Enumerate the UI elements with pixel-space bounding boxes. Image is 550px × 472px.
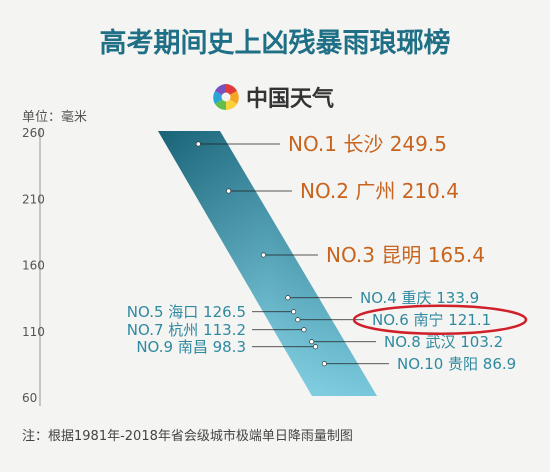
y-tick-label: 160 [22, 259, 45, 273]
data-point [291, 309, 297, 315]
data-label: NO.4 重庆 133.9 [360, 289, 479, 307]
data-label: NO.5 海口 126.5 [127, 303, 246, 321]
data-point [309, 339, 315, 345]
data-label: NO.3 昆明 165.4 [326, 243, 485, 267]
brand-logo [213, 84, 239, 111]
brand-name: 中国天气 [246, 86, 334, 112]
chart-title: 高考期间史上凶残暴雨琅琊榜 [100, 27, 451, 59]
data-point [301, 327, 307, 333]
data-labels: NO.1 长沙 249.5 NO.2 广州 210.4 NO.3 昆明 165.4 N… [127, 132, 516, 373]
data-label: NO.1 长沙 249.5 [288, 132, 447, 156]
data-point [295, 317, 301, 323]
data-label: NO.7 杭州 113.2 [127, 321, 246, 339]
y-axis-ticks: 260 210 160 110 60 [22, 126, 45, 405]
y-axis-label: 单位：毫米 [22, 109, 87, 125]
data-point [195, 141, 201, 147]
rainfall-band-shade [158, 131, 377, 396]
guide-lines [198, 143, 389, 365]
data-label: NO.6 南宁 121.1 [372, 311, 491, 329]
y-tick-label: 210 [22, 192, 45, 206]
y-tick-label: 260 [22, 126, 45, 140]
data-point [260, 252, 266, 258]
footnote: 注：根据1981年-2018年省会级城市极端单日降雨量制图 [22, 428, 353, 444]
data-point [312, 344, 318, 350]
data-label: NO.10 贵阳 86.9 [397, 355, 516, 373]
data-point [226, 188, 232, 194]
data-marks [195, 141, 327, 367]
y-tick-label: 60 [22, 391, 37, 405]
pinwheel-logo-icon [213, 84, 239, 111]
highlight-ellipse [352, 304, 528, 335]
data-point [285, 295, 291, 301]
data-label: NO.2 广州 210.4 [300, 179, 459, 203]
data-label: NO.9 南昌 98.3 [136, 338, 246, 356]
data-point [321, 361, 327, 367]
y-tick-label: 110 [22, 325, 45, 339]
data-label: NO.8 武汉 103.2 [384, 333, 503, 351]
